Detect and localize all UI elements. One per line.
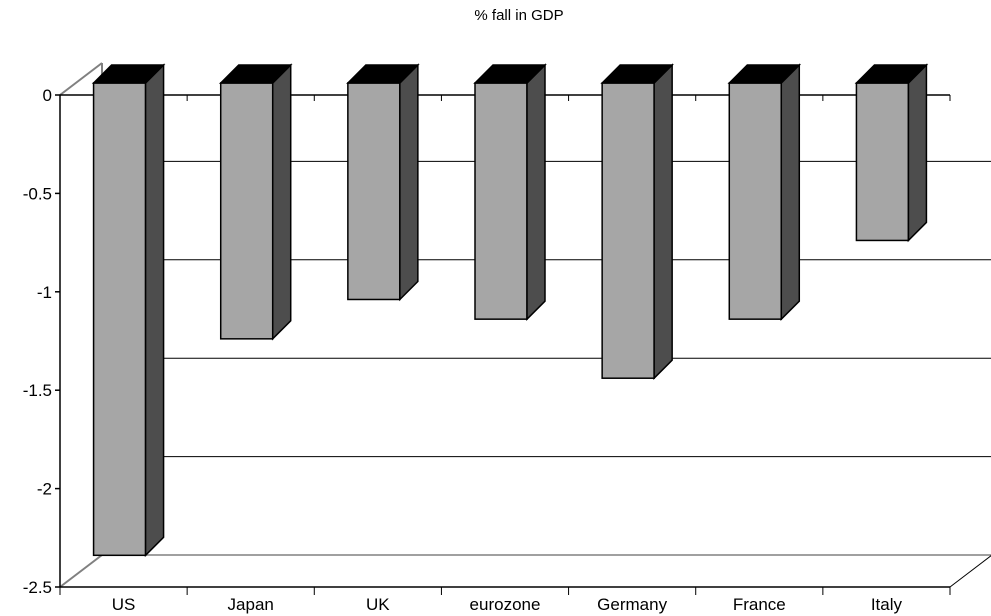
y-tick-label: -2.5 bbox=[23, 578, 52, 597]
bar-us bbox=[91, 63, 166, 558]
x-tick-labels: US Japan UK eurozone Germany France Italy bbox=[112, 595, 903, 614]
y-tick-labels: 0 -0.5 -1 -1.5 -2 -2.5 bbox=[23, 86, 52, 597]
bar-france bbox=[727, 63, 802, 321]
x-tick-label: eurozone bbox=[470, 595, 541, 614]
bar-eurozone bbox=[473, 63, 547, 321]
y-tick-label: -1 bbox=[37, 283, 52, 302]
bar-japan bbox=[218, 63, 293, 341]
bars bbox=[91, 63, 929, 558]
y-tick-label: -1.5 bbox=[23, 381, 52, 400]
y-tick-label: -2 bbox=[37, 480, 52, 499]
bar-germany bbox=[600, 63, 674, 381]
x-tick-label: UK bbox=[366, 595, 390, 614]
y-tick-label: -0.5 bbox=[23, 184, 52, 203]
x-tick-label: Germany bbox=[597, 595, 667, 614]
x-tick-label: US bbox=[112, 595, 136, 614]
x-tick-label: France bbox=[733, 595, 786, 614]
bar-uk bbox=[346, 63, 420, 302]
y-tick-label: 0 bbox=[43, 86, 52, 105]
bar-italy bbox=[854, 63, 929, 243]
x-tick-label: Italy bbox=[871, 595, 903, 614]
x-tick-label: Japan bbox=[228, 595, 274, 614]
chart-title: % fall in GDP bbox=[474, 7, 563, 24]
